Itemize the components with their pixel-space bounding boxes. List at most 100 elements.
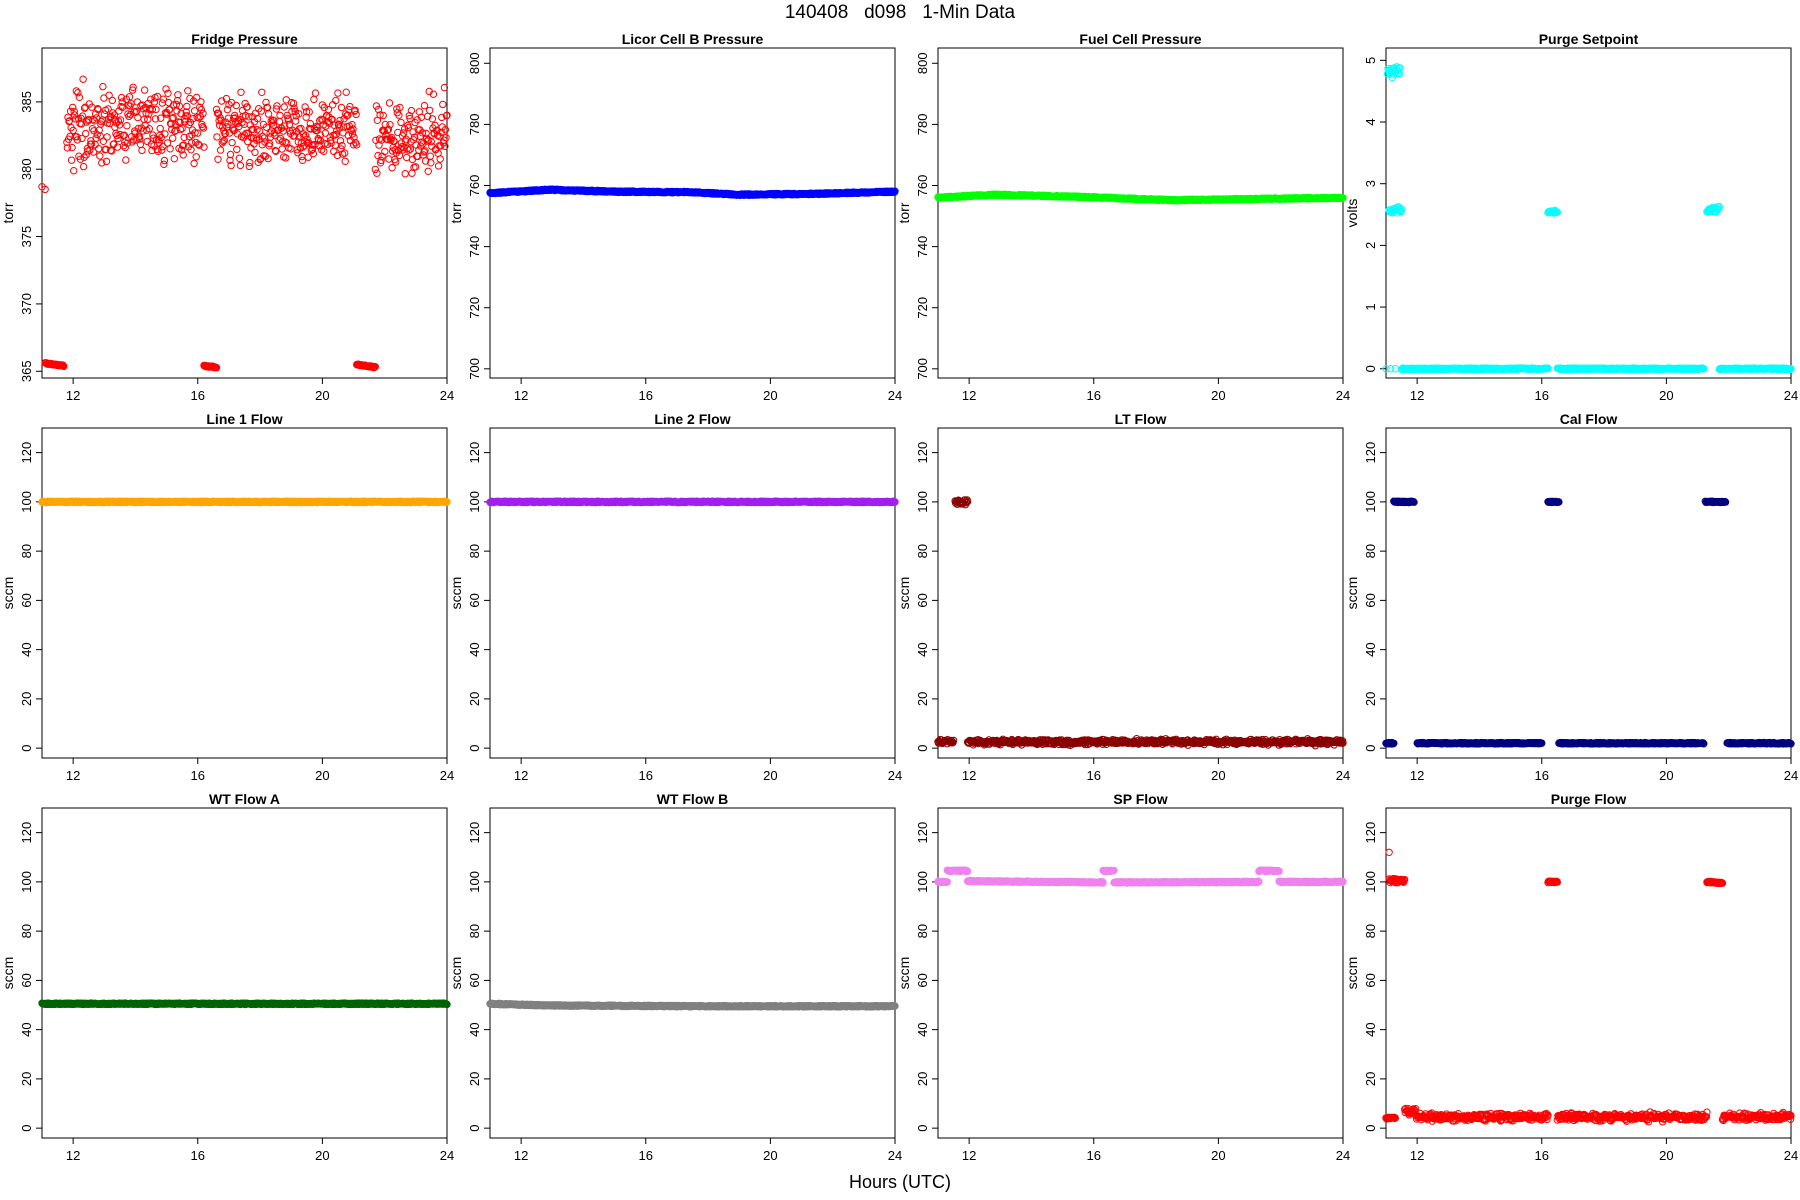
data-point	[246, 158, 254, 167]
x-tick-label: 24	[1336, 388, 1350, 403]
data-point	[292, 117, 300, 125]
plot-frame	[41, 427, 448, 759]
data-point	[330, 147, 338, 156]
data-point	[237, 88, 245, 97]
data-point	[192, 153, 200, 161]
y-tick-label: 0	[915, 745, 930, 752]
data-point	[290, 104, 298, 112]
data-point	[186, 94, 194, 103]
data-point	[214, 109, 223, 118]
data-point	[195, 114, 203, 122]
data-point	[121, 143, 130, 152]
y-tick-label: 800	[467, 52, 482, 74]
data-point	[200, 143, 208, 151]
data-point	[175, 102, 184, 110]
data-point	[183, 112, 192, 120]
data-point	[166, 145, 174, 153]
data-point	[176, 125, 185, 134]
data-point	[76, 155, 85, 163]
y-tick-label: 760	[467, 175, 482, 197]
data-point	[422, 129, 430, 138]
data-point	[214, 155, 222, 164]
data-point	[399, 129, 408, 137]
data-point	[129, 83, 137, 92]
data-point	[316, 116, 324, 125]
x-tick-label: 20	[315, 388, 329, 403]
data-point	[310, 95, 318, 104]
data-point	[41, 185, 49, 194]
data-points	[1382, 63, 1795, 374]
data-point	[167, 120, 175, 128]
data-point	[73, 133, 81, 141]
data-point	[336, 137, 345, 145]
data-point	[187, 146, 195, 154]
data-point	[427, 159, 435, 167]
y-tick-label: 1	[1363, 303, 1378, 310]
x-tick-label: 20	[763, 388, 777, 403]
data-point	[245, 113, 253, 121]
data-point	[161, 130, 169, 138]
y-axis-label: volts	[1344, 199, 1360, 228]
y-tick-label: 365	[19, 360, 34, 382]
data-point	[194, 140, 203, 148]
data-point	[290, 132, 299, 140]
data-point	[270, 116, 278, 125]
data-point	[67, 156, 76, 164]
data-point	[278, 145, 286, 153]
plot-frame	[41, 47, 448, 379]
data-point	[420, 148, 428, 156]
data-point	[436, 155, 444, 163]
data-point	[77, 114, 85, 123]
data-point	[69, 126, 77, 135]
data-point	[434, 162, 443, 170]
data-point	[325, 119, 334, 127]
data-point	[257, 107, 265, 115]
x-tick-label: 16	[1535, 388, 1549, 403]
data-point	[256, 155, 264, 164]
data-point	[108, 96, 117, 105]
x-tick-label: 24	[888, 768, 902, 783]
y-tick-label: 100	[467, 491, 482, 513]
data-points	[934, 496, 1347, 750]
panel-title: Purge Setpoint	[1539, 31, 1639, 47]
data-point	[162, 85, 170, 93]
y-axis-label: torr	[0, 202, 16, 223]
data-point	[404, 123, 412, 132]
data-point	[418, 138, 426, 146]
data-point	[240, 131, 249, 139]
data-point	[213, 133, 221, 141]
data-point	[436, 132, 444, 141]
data-point	[157, 114, 165, 122]
data-point	[426, 106, 434, 115]
data-point	[194, 129, 202, 137]
data-point	[184, 87, 192, 95]
data-point	[304, 153, 312, 161]
data-point	[253, 114, 262, 123]
data-point	[371, 165, 379, 174]
x-tick-label: 12	[962, 768, 976, 783]
data-point	[385, 99, 394, 107]
data-point	[168, 114, 176, 123]
data-point	[99, 137, 108, 146]
data-point	[120, 131, 129, 139]
data-point	[262, 98, 270, 107]
data-point	[311, 140, 319, 149]
data-point	[138, 146, 146, 155]
data-point	[116, 130, 124, 139]
data-point	[301, 103, 309, 111]
data-point	[115, 107, 123, 115]
data-point	[420, 101, 429, 110]
data-point	[332, 96, 340, 105]
data-point	[169, 113, 177, 122]
data-point	[324, 105, 333, 114]
data-point	[234, 117, 243, 125]
data-point	[418, 129, 427, 137]
y-tick-label: 0	[19, 745, 34, 752]
data-point	[433, 126, 441, 135]
data-point	[334, 89, 342, 97]
data-point	[350, 133, 358, 142]
data-point	[397, 118, 405, 127]
panel-title: Fuel Cell Pressure	[1079, 31, 1201, 47]
data-point	[261, 152, 270, 161]
data-point	[69, 103, 77, 112]
